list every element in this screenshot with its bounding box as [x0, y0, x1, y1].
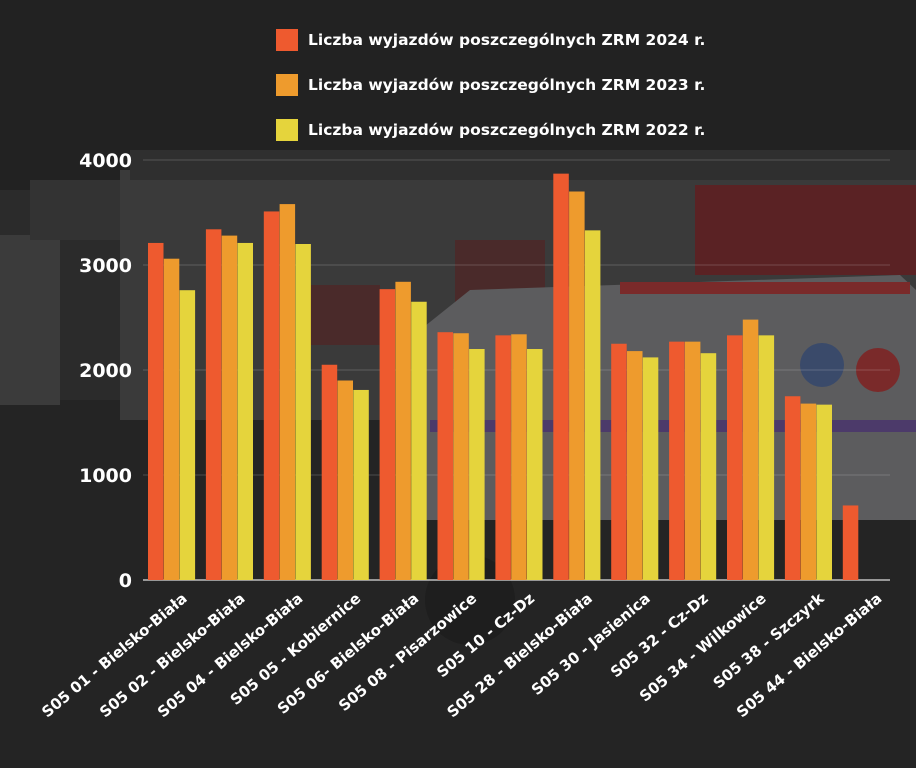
y-tick-label: 4000	[79, 150, 132, 172]
legend-swatch-2022	[276, 119, 298, 141]
legend-swatch-2023	[276, 74, 298, 96]
bar-2023	[627, 351, 643, 580]
bar-2023	[684, 341, 701, 580]
bar-2023	[511, 334, 527, 580]
bar-2024	[495, 335, 511, 580]
bar-2024	[611, 343, 627, 580]
legend-item-2024: Liczba wyjazdów poszczególnych ZRM 2024 …	[276, 28, 705, 52]
bar-2022	[179, 290, 196, 580]
legend-label-2023: Liczba wyjazdów poszczególnych ZRM 2023 …	[308, 76, 706, 94]
bar-2022	[816, 404, 832, 580]
y-tick-label: 3000	[79, 255, 132, 277]
bar-2022	[295, 244, 311, 580]
bar-2023	[395, 281, 411, 580]
bar-2022	[758, 335, 775, 580]
bar-2023	[279, 204, 296, 580]
y-tick-label: 2000	[79, 360, 132, 382]
bar-2024	[263, 211, 280, 580]
legend-label-2024: Liczba wyjazdów poszczególnych ZRM 2024 …	[308, 31, 706, 49]
y-tick-label: 0	[119, 570, 132, 592]
bar-2022	[700, 353, 717, 580]
bar-2024	[379, 289, 396, 580]
bar-2022	[237, 242, 253, 580]
legend-label-2022: Liczba wyjazdów poszczególnych ZRM 2022 …	[308, 121, 706, 139]
x-tick-label: S05 10 - Cz-Dz	[433, 589, 538, 681]
bar-2022	[353, 389, 369, 580]
bar-2024	[784, 396, 801, 580]
legend-item-2022: Liczba wyjazdów poszczególnych ZRM 2022 …	[276, 118, 705, 142]
bar-2022	[411, 301, 427, 580]
bar-2022	[642, 357, 659, 580]
bar-2023	[742, 319, 759, 580]
bar-2022	[584, 230, 601, 580]
bar-2022	[527, 349, 543, 580]
legend-swatch-2024	[276, 29, 298, 51]
bar-2023	[337, 380, 353, 580]
bar-2024	[553, 173, 569, 580]
bar-2023	[569, 191, 585, 580]
legend: Liczba wyjazdów poszczególnych ZRM 2024 …	[276, 28, 705, 163]
bar-2023	[221, 235, 238, 580]
bar-2024	[669, 341, 685, 580]
bar-2023	[453, 333, 469, 580]
bar-2024	[148, 242, 164, 580]
bar-2023	[163, 258, 180, 580]
bar-2022	[469, 349, 485, 580]
bar-2024	[437, 332, 453, 580]
x-tick-label: S05 32 - Cz-Dz	[607, 589, 712, 681]
y-tick-label: 1000	[79, 465, 132, 487]
bar-2024	[727, 335, 743, 580]
legend-item-2023: Liczba wyjazdów poszczególnych ZRM 2023 …	[276, 73, 705, 97]
bar-2024	[205, 229, 222, 581]
bar-2024	[842, 505, 859, 580]
bar-2023	[800, 403, 817, 580]
bar-2024	[321, 364, 338, 580]
